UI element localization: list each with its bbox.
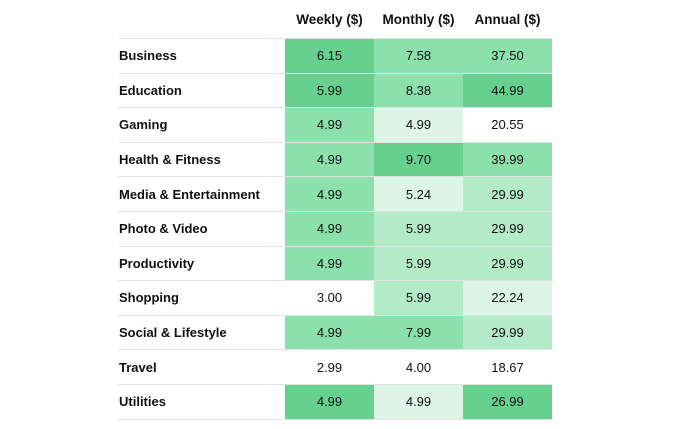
row-label: Gaming	[119, 117, 168, 133]
table-row: Shopping 3.00 5.99 22.24	[118, 280, 553, 315]
table-header-row: Weekly ($) Monthly ($) Annual ($)	[118, 0, 553, 38]
table-row: Gaming 4.99 4.99 20.55	[118, 107, 553, 142]
value-cell: 7.99	[374, 315, 463, 350]
value-cell: 29.99	[463, 315, 552, 350]
value-cell: 4.99	[285, 142, 374, 177]
value-cell: 5.99	[374, 246, 463, 281]
value-cell: 29.99	[463, 246, 552, 281]
value-cell: 18.67	[463, 350, 552, 384]
value-cell: 4.99	[285, 211, 374, 246]
row-label: Shopping	[119, 290, 179, 306]
value-cell: 22.24	[463, 281, 552, 315]
value-cell: 6.15	[285, 39, 374, 73]
header-monthly: Monthly ($)	[382, 11, 455, 27]
value-cell: 39.99	[463, 142, 552, 177]
value-cell: 5.99	[285, 73, 374, 108]
value-cell: 26.99	[463, 384, 552, 419]
value-cell: 3.00	[285, 281, 374, 315]
row-label: Social & Lifestyle	[119, 325, 227, 341]
row-label: Business	[119, 48, 177, 64]
value-cell: 5.24	[374, 177, 463, 211]
value-cell: 44.99	[463, 73, 552, 108]
table-body: Business 6.15 7.58 37.50 Education 5.99 8.38 44…	[118, 38, 553, 420]
value-cell: 4.99	[285, 108, 374, 142]
table-row: Utilities 4.99 4.99 26.99	[118, 383, 553, 420]
value-cell: 8.38	[374, 73, 463, 108]
value-cell: 9.70	[374, 142, 463, 177]
value-cell: 29.99	[463, 211, 552, 246]
value-cell: 4.99	[285, 246, 374, 281]
table-row: Health & Fitness 4.99 9.70 39.99	[118, 141, 553, 177]
row-label: Productivity	[119, 255, 195, 271]
table-row: Education 5.99 8.38 44.99	[118, 72, 553, 108]
row-label: Utilities	[119, 394, 166, 410]
row-label: Photo & Video	[119, 221, 208, 237]
value-cell: 2.99	[285, 350, 374, 384]
value-cell: 4.99	[374, 108, 463, 142]
row-label: Media & Entertainment	[119, 186, 260, 202]
value-cell: 20.55	[463, 108, 552, 142]
header-weekly: Weekly ($)	[296, 11, 363, 27]
row-label: Health & Fitness	[119, 152, 221, 168]
table-row: Social & Lifestyle 4.99 7.99 29.99	[118, 314, 553, 350]
row-label: Travel	[119, 359, 157, 375]
table-row: Productivity 4.99 5.99 29.99	[118, 245, 553, 281]
value-cell: 7.58	[374, 39, 463, 73]
value-cell: 4.99	[285, 384, 374, 419]
header-annual: Annual ($)	[474, 11, 541, 27]
value-cell: 5.99	[374, 281, 463, 315]
table-row: Travel 2.99 4.00 18.67	[118, 349, 553, 384]
value-cell: 5.99	[374, 211, 463, 246]
table-row: Media & Entertainment 4.99 5.24 29.99	[118, 176, 553, 211]
table-row: Photo & Video 4.99 5.99 29.99	[118, 210, 553, 246]
value-cell: 4.99	[374, 384, 463, 419]
value-cell: 4.99	[285, 177, 374, 211]
value-cell: 37.50	[463, 39, 552, 73]
value-cell: 4.99	[285, 315, 374, 350]
value-cell: 29.99	[463, 177, 552, 211]
row-label: Education	[119, 82, 182, 98]
pricing-heatmap-table: Weekly ($) Monthly ($) Annual ($) Busine…	[118, 0, 553, 420]
value-cell: 4.00	[374, 350, 463, 384]
table-row: Business 6.15 7.58 37.50	[118, 38, 553, 73]
